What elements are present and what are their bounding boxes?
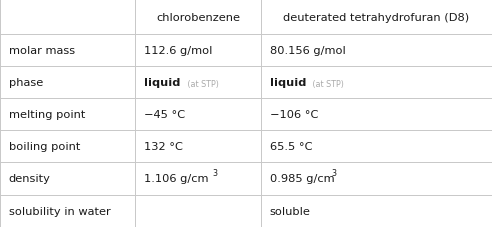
Text: deuterated tetrahydrofuran (D8): deuterated tetrahydrofuran (D8) xyxy=(283,13,469,22)
Text: 132 °C: 132 °C xyxy=(144,142,183,152)
Text: soluble: soluble xyxy=(270,206,310,216)
Text: 3: 3 xyxy=(212,169,217,178)
Text: 0.985 g/cm: 0.985 g/cm xyxy=(270,174,334,184)
Text: boiling point: boiling point xyxy=(9,142,80,152)
Text: phase: phase xyxy=(9,78,43,88)
Text: −106 °C: −106 °C xyxy=(270,110,318,120)
Text: 80.156 g/mol: 80.156 g/mol xyxy=(270,46,345,56)
Text: 1.106 g/cm: 1.106 g/cm xyxy=(144,174,209,184)
Text: liquid: liquid xyxy=(144,78,181,88)
Text: −45 °C: −45 °C xyxy=(144,110,185,120)
Text: (at STP): (at STP) xyxy=(185,79,219,88)
Text: 65.5 °C: 65.5 °C xyxy=(270,142,312,152)
Text: 3: 3 xyxy=(331,169,336,178)
Text: (at STP): (at STP) xyxy=(310,79,344,88)
Text: 112.6 g/mol: 112.6 g/mol xyxy=(144,46,213,56)
Text: density: density xyxy=(9,174,51,184)
Text: molar mass: molar mass xyxy=(9,46,75,56)
Text: liquid: liquid xyxy=(270,78,306,88)
Text: chlorobenzene: chlorobenzene xyxy=(156,13,240,22)
Text: solubility in water: solubility in water xyxy=(9,206,111,216)
Text: melting point: melting point xyxy=(9,110,85,120)
